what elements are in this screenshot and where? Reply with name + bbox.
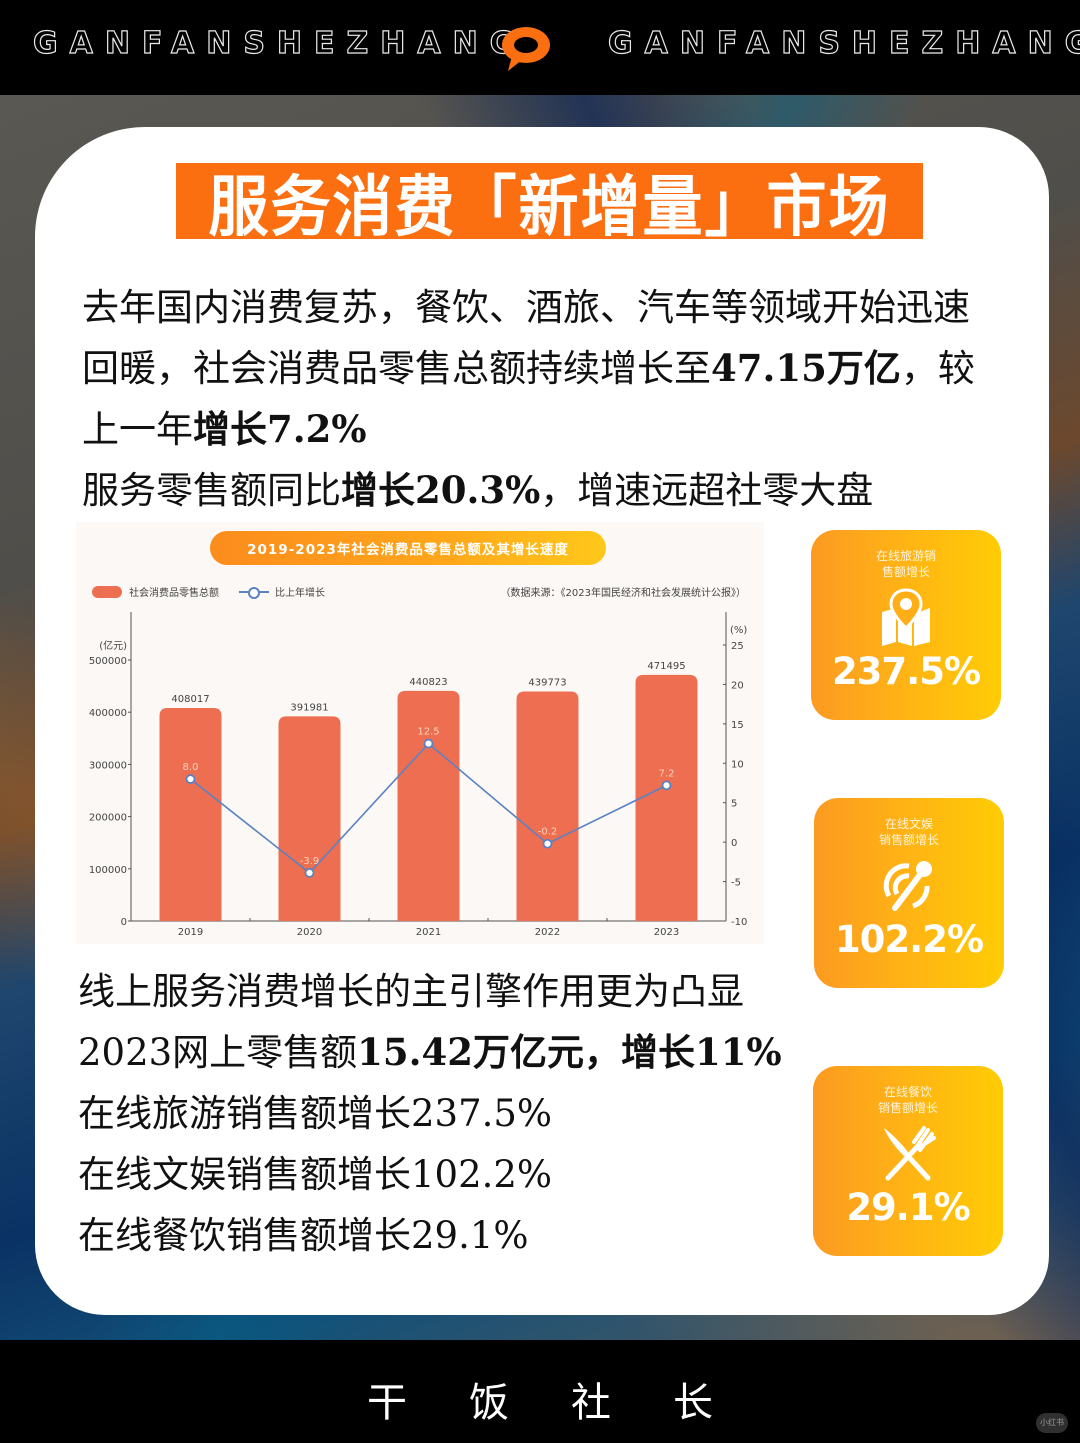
watermark-badge: 小红书 <box>1036 1413 1068 1433</box>
retail-sales-chart: 2019-2023年社会消费品零售总额及其增长速度 社会消费品零售总额 比上年增… <box>76 522 764 944</box>
online-line-2: 2023网上零售额15.42万亿元，增长11% <box>78 1030 782 1074</box>
svg-text:5: 5 <box>731 799 737 810</box>
stat-card-travel: 在线旅游销 售额增长 237.5% <box>811 530 1001 720</box>
microphone-icon <box>883 861 932 911</box>
online-paragraph: 线上服务消费增长的主引擎作用更为凸显 2023网上零售额15.42万亿元，增长1… <box>78 961 782 1266</box>
svg-text:2023: 2023 <box>654 927 679 938</box>
svg-text:391981: 391981 <box>290 702 328 713</box>
svg-text:8.0: 8.0 <box>183 762 199 773</box>
svg-text:-10: -10 <box>731 917 747 928</box>
page-title: 服务消费「新增量」市场 <box>208 168 891 246</box>
stat-label: 在线旅游销 售额增长 <box>875 549 936 579</box>
top-header-bar: GANFANSHEZHANG GANFANSHEZHANG <box>0 0 1080 95</box>
svg-text:500000: 500000 <box>89 656 127 667</box>
svg-text:2022: 2022 <box>535 927 560 938</box>
chart-title: 2019-2023年社会消费品零售总额及其增长速度 <box>210 531 606 565</box>
chart-legend: 社会消费品零售总额 比上年增长 <box>92 584 325 599</box>
intro-line-1: 去年国内消费复苏，餐饮、酒旅、汽车等领域开始迅速 <box>82 286 970 329</box>
online-line-4: 在线文娱销售额增长102.2% <box>78 1153 553 1196</box>
stat-label: 在线餐饮 销售额增长 <box>877 1085 938 1115</box>
svg-text:(%): (%) <box>730 625 747 636</box>
service-retail-line: 服务零售额同比增长20.3%，增速远超社零大盘 <box>82 468 874 512</box>
svg-text:25: 25 <box>731 641 744 652</box>
svg-text:2021: 2021 <box>416 927 441 938</box>
svg-text:439773: 439773 <box>528 677 566 688</box>
chat-bubble-icon <box>502 27 550 71</box>
legend-bar-swatch <box>92 585 122 598</box>
svg-text:12.5: 12.5 <box>417 727 439 738</box>
brand-text-right: GANFANSHEZHANG <box>607 25 1080 61</box>
svg-text:-3.9: -3.9 <box>300 856 320 867</box>
legend-line-swatch <box>239 586 269 599</box>
title-banner: 服务消费「新增量」市场 <box>176 163 923 246</box>
svg-text:2020: 2020 <box>297 927 322 938</box>
stat-label: 在线文娱 销售额增长 <box>878 817 939 847</box>
footer-brand: 干饭社长 <box>367 1380 775 1426</box>
stat-value: 237.5% <box>831 650 981 693</box>
svg-text:10: 10 <box>731 759 744 770</box>
chart-plot: (亿元) 0 100000 200000 300000 400000 500000 (%) -1… <box>89 612 747 938</box>
legend-bar-label: 社会消费品零售总额 <box>129 588 219 599</box>
svg-text:(亿元): (亿元) <box>99 639 127 652</box>
stat-card-entertainment: 在线文娱 销售额增长 102.2% <box>814 798 1004 988</box>
legend-line-label: 比上年增长 <box>275 588 325 599</box>
svg-text:-0.2: -0.2 <box>538 827 558 838</box>
stat-value: 29.1% <box>846 1186 970 1229</box>
svg-text:200000: 200000 <box>89 813 127 824</box>
svg-text:-5: -5 <box>731 878 741 889</box>
stat-value: 102.2% <box>834 918 984 961</box>
svg-text:100000: 100000 <box>89 865 127 876</box>
chart-source: （数据来源：《2023年国民经济和社会发展统计公报》） <box>500 588 746 599</box>
stat-card-dining: 在线餐饮 销售额增长 29.1% <box>813 1066 1003 1256</box>
svg-text:471495: 471495 <box>647 661 685 672</box>
online-line-1: 线上服务消费增长的主引擎作用更为凸显 <box>78 970 744 1013</box>
intro-line-2: 回暖，社会消费品零售总额持续增长至47.15万亿，较 <box>82 346 975 390</box>
svg-text:2019: 2019 <box>178 927 203 938</box>
intro-paragraph: 去年国内消费复苏，餐饮、酒旅、汽车等领域开始迅速 回暖，社会消费品零售总额持续增… <box>82 277 975 460</box>
svg-text:440823: 440823 <box>409 677 447 688</box>
footer-bar: 干饭社长 小红书 <box>0 1340 1080 1443</box>
svg-text:20: 20 <box>731 680 744 691</box>
brand-text-left: GANFANSHEZHANG <box>32 25 527 61</box>
map-pin-icon <box>882 588 930 646</box>
intro-line-3: 上一年增长7.2% <box>82 407 367 451</box>
online-line-5: 在线餐饮销售额增长29.1% <box>78 1214 529 1257</box>
svg-text:15: 15 <box>731 720 744 731</box>
svg-text:300000: 300000 <box>89 760 127 771</box>
svg-text:400000: 400000 <box>89 708 127 719</box>
svg-text:0: 0 <box>121 917 127 928</box>
svg-text:7.2: 7.2 <box>659 768 675 779</box>
svg-text:0: 0 <box>731 838 737 849</box>
svg-text:408017: 408017 <box>171 694 209 705</box>
knife-fork-icon <box>884 1126 936 1181</box>
online-line-3: 在线旅游销售额增长237.5% <box>78 1092 553 1135</box>
